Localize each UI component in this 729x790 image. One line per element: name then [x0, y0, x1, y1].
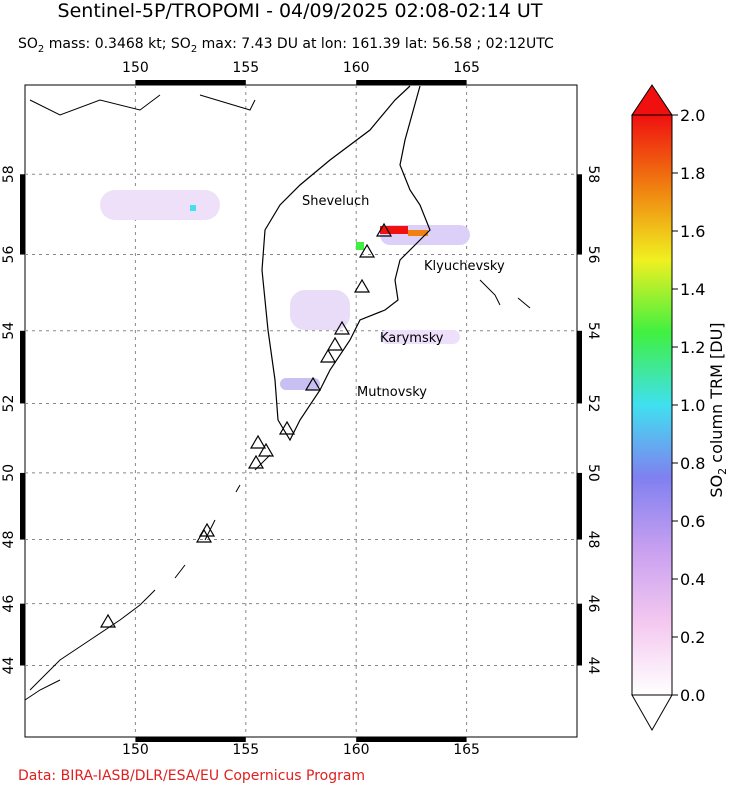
colorbar-tick-label: 0.2 — [680, 628, 705, 647]
frame-band — [20, 603, 25, 666]
colorbar-tick-label: 1.2 — [680, 338, 705, 357]
colorbar-label-part: column TRM [DU] — [707, 322, 726, 467]
map-frame — [24, 84, 578, 738]
volcano-label: Mutnovsky — [357, 385, 427, 400]
lon-tick-label: 165 — [453, 742, 480, 758]
plume-area — [380, 330, 460, 344]
map: Sheveluch Klyuchevsky Karymsky Mutnovsky… — [1, 60, 601, 758]
colorbar-tick-label: 1.8 — [680, 164, 705, 183]
credit: Data: BIRA-IASB/DLR/ESA/EU Copernicus Pr… — [18, 768, 365, 784]
colorbar-gradient — [631, 114, 673, 696]
frame-band — [577, 330, 582, 404]
subscript: 2 — [716, 468, 729, 475]
lon-tick-label: 150 — [122, 742, 149, 758]
lat-tick-label: 52 — [585, 395, 601, 413]
lat-tick-label: 54 — [1, 322, 17, 340]
frame-band — [577, 603, 582, 666]
volcano-label: Karymsky — [380, 331, 444, 346]
lon-tick-label: 160 — [343, 60, 370, 76]
lon-tick-label: 160 — [343, 742, 370, 758]
plume-hotspot — [408, 230, 428, 236]
colorbar-extend-low — [631, 694, 673, 732]
colorbar: SO2 column TRM [DU] 0.0 0.2 0.4 0.6 0.8 1.0 1.… — [631, 84, 729, 732]
title: Sentinel-5P/TROPOMI - 04/09/2025 02:08-0… — [58, 0, 543, 22]
colorbar-label: SO2 column TRM [DU] — [707, 322, 729, 497]
coastline — [261, 85, 431, 442]
subtitle-part: mass: 0.3468 kt; SO — [44, 36, 191, 52]
plume-area — [290, 290, 350, 330]
lat-tick-label: 54 — [585, 322, 601, 340]
so2-plume — [100, 190, 470, 390]
volcano-label: Klyuchevsky — [424, 259, 505, 274]
lat-tick-label: 52 — [1, 395, 17, 413]
subtitle: SO2 mass: 0.3468 kt; SO2 max: 7.43 DU at… — [18, 36, 554, 55]
subtitle-part: max: 7.43 DU at lon: 161.39 lat: 56.58 ;… — [197, 36, 554, 52]
lat-tick-label: 58 — [585, 165, 601, 183]
colorbar-tick-label: 0.4 — [680, 570, 705, 589]
plume-area — [280, 378, 320, 390]
colorbar-tick-label: 0.6 — [680, 512, 705, 531]
lat-tick-label: 46 — [1, 595, 17, 613]
colorbar-label-part: SO — [707, 475, 726, 498]
subscript: 2 — [38, 44, 44, 55]
frame-band — [356, 80, 467, 85]
lat-tick-label: 44 — [585, 657, 601, 675]
plume-hotspot — [380, 226, 408, 234]
lat-tick-label: 46 — [585, 595, 601, 613]
colorbar-tick-label: 2.0 — [680, 106, 705, 125]
volcano-label: Sheveluch — [302, 194, 369, 209]
colorbar-tick-label: 1.0 — [680, 396, 705, 415]
plume-area — [100, 190, 220, 220]
plume-hotspot — [356, 242, 364, 250]
colorbar-tick-label: 1.4 — [680, 280, 705, 299]
lon-tick-label: 165 — [453, 60, 480, 76]
lat-tick-label: 56 — [585, 246, 601, 264]
lon-tick-label: 155 — [232, 742, 259, 758]
lat-tick-label: 48 — [1, 531, 17, 549]
lat-tick-label: 50 — [1, 464, 17, 482]
lat-tick-label: 58 — [1, 165, 17, 183]
frame-band — [135, 737, 246, 742]
plume-hotspot — [190, 205, 196, 211]
volcano-marker — [99, 222, 393, 628]
frame-band — [20, 330, 25, 404]
colorbar-tick-label: 0.0 — [680, 686, 705, 705]
frame-band — [20, 472, 25, 540]
frame-band — [577, 174, 582, 255]
frame-band — [20, 174, 25, 255]
lat-tick-label: 56 — [1, 246, 17, 264]
colorbar-tick-label: 1.6 — [680, 222, 705, 241]
frame-band — [356, 737, 467, 742]
colorbar-tick-label: 0.8 — [680, 454, 705, 473]
lat-tick-label: 50 — [585, 464, 601, 482]
lon-tick-label: 150 — [122, 60, 149, 76]
lat-tick-label: 48 — [585, 531, 601, 549]
subtitle-part: SO — [18, 36, 38, 52]
frame-band — [577, 472, 582, 540]
lat-tick-label: 44 — [1, 657, 17, 675]
subscript: 2 — [191, 44, 197, 55]
colorbar-extend-high — [631, 84, 673, 116]
volcanoes — [99, 222, 393, 628]
frame-band — [135, 80, 246, 85]
lon-tick-label: 155 — [232, 60, 259, 76]
